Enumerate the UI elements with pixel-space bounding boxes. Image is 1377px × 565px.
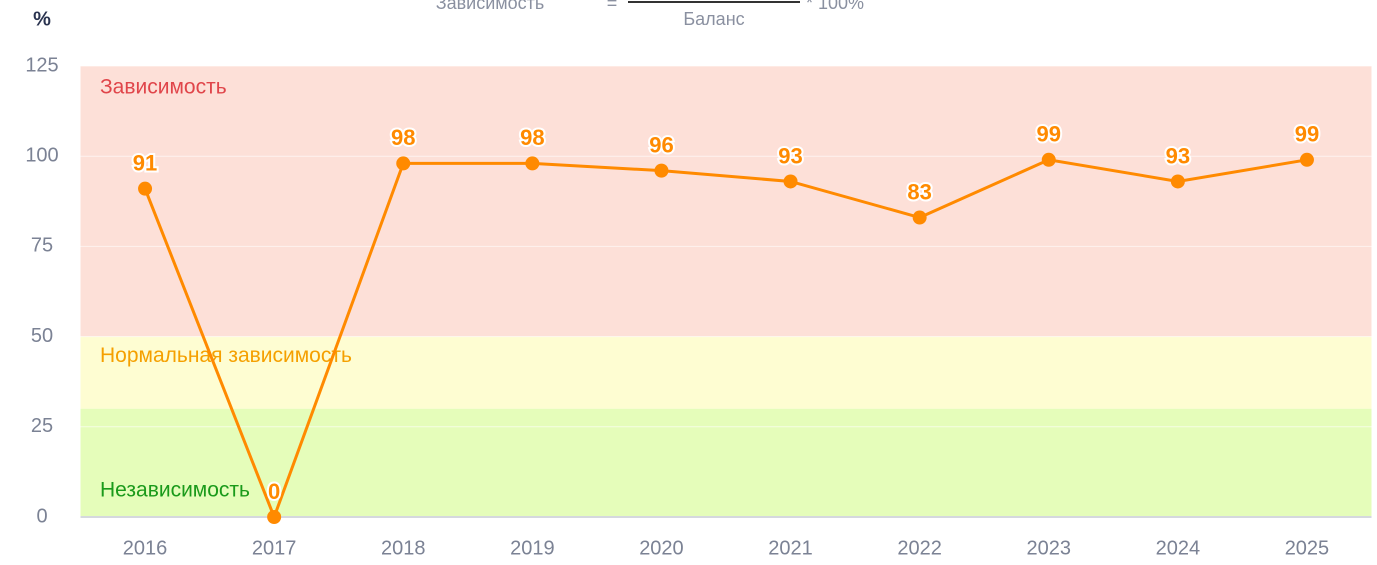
point [525,156,540,171]
y-tick-label: 50 [31,325,53,347]
point [396,156,411,171]
formula-eq: = [607,0,618,13]
value-label: 98 [391,125,415,150]
x-tick-label: 2017 [252,537,297,559]
value-label: 93 [1166,143,1190,168]
value-label: 99 [1295,122,1319,147]
band-label: Независимость [100,479,250,502]
x-tick-label: 2023 [1027,537,1072,559]
point [1299,152,1314,167]
value-label: 96 [649,132,673,157]
band [80,66,1372,337]
formula-rhs: * 100% [806,0,864,13]
y-tick-label: 100 [25,144,58,166]
y-tick-label: 75 [31,235,53,257]
line [143,158,1308,522]
x-tick-label: 2019 [510,537,555,559]
x-tick-label: 2022 [897,537,942,559]
value-label: 91 [133,150,157,175]
point [912,210,927,225]
point [138,181,153,196]
band-label: Нормальная зависимость [100,344,352,367]
x-tick-label: 2025 [1285,537,1330,559]
value-label: 83 [907,179,931,204]
x-tick-label: 2016 [123,537,168,559]
y-tick-label: 125 [25,54,58,76]
formula-denominator: Баланс [683,9,744,29]
x-tick-label: 2021 [768,537,813,559]
band-label: Зависимость [100,76,227,99]
x-tick-label: 2024 [1156,537,1201,559]
formula-lhs: Зависимость [436,0,545,13]
x-tick-label: 2018 [381,537,426,559]
band [80,336,1372,409]
y-tick-label: 0 [36,505,47,527]
value-label: 98 [520,125,544,150]
value-label: 0 [268,479,280,504]
point [1170,174,1185,189]
point [267,510,282,524]
x-tick-label: 2020 [639,537,684,559]
value-label: 99 [1037,122,1061,147]
point [783,174,798,189]
y-unit: % [33,8,51,30]
point [1041,152,1056,167]
value-label: 93 [778,143,802,168]
y-tick-label: 25 [31,415,53,437]
point [654,163,669,178]
